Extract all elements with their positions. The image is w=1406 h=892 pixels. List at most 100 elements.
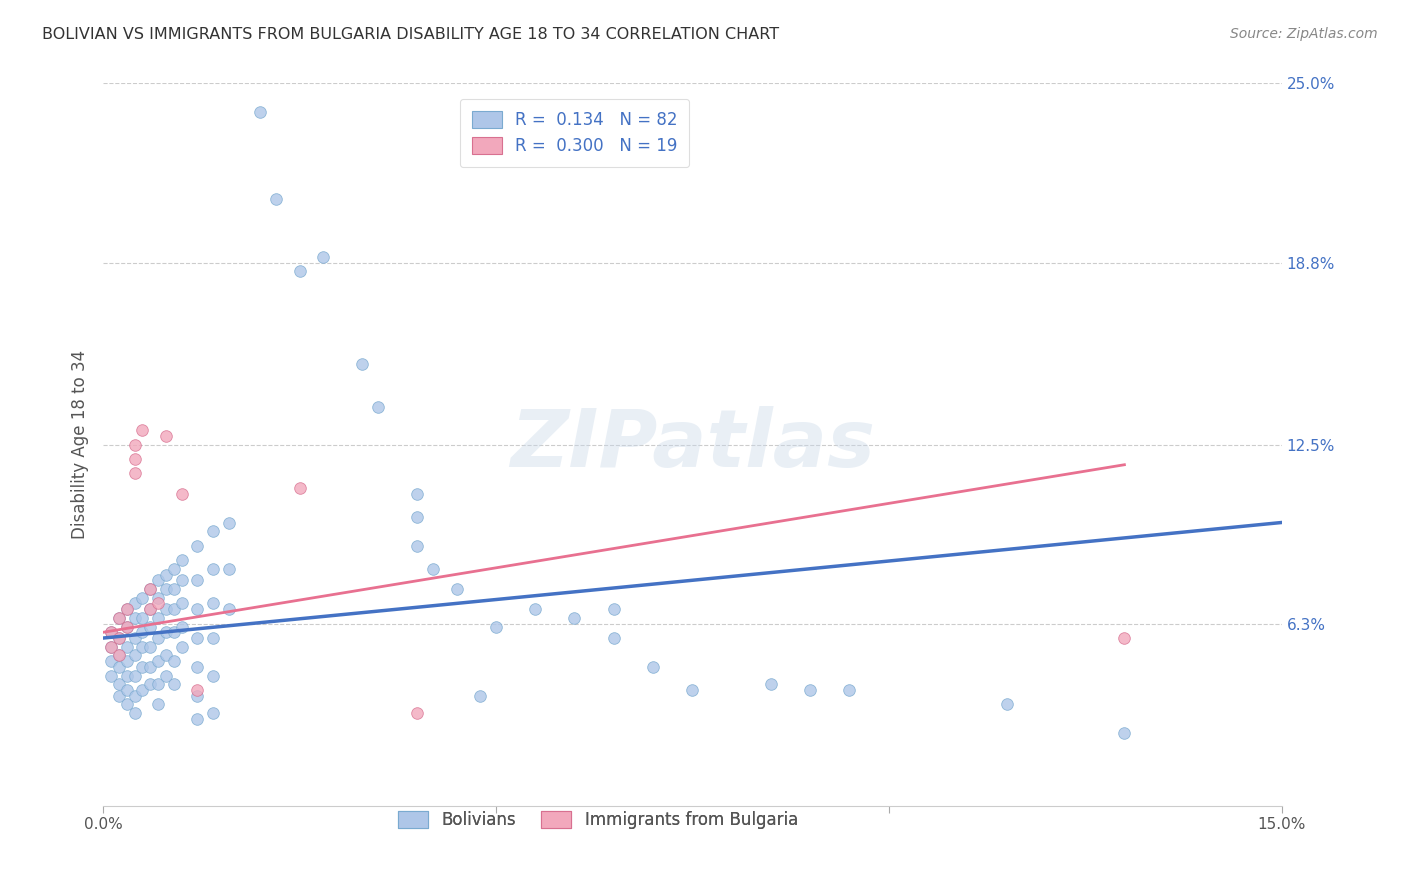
Point — [139, 619, 162, 633]
Point — [264, 192, 287, 206]
Point — [155, 625, 177, 640]
Point — [186, 631, 208, 645]
Point — [139, 677, 162, 691]
Point — [163, 582, 186, 596]
Point — [367, 400, 389, 414]
Point — [406, 539, 429, 553]
Point — [108, 660, 131, 674]
Point — [131, 640, 153, 654]
Point — [108, 631, 131, 645]
Legend: Bolivians, Immigrants from Bulgaria: Bolivians, Immigrants from Bulgaria — [387, 799, 810, 840]
Point — [115, 640, 138, 654]
Point — [312, 250, 335, 264]
Point — [146, 698, 169, 712]
Point — [799, 683, 821, 698]
Point — [108, 677, 131, 691]
Point — [470, 689, 492, 703]
Point — [131, 591, 153, 605]
Point — [202, 524, 225, 538]
Point — [406, 486, 429, 500]
Point — [146, 591, 169, 605]
Point — [124, 648, 146, 663]
Point — [131, 423, 153, 437]
Point — [124, 596, 146, 610]
Point — [202, 596, 225, 610]
Point — [115, 698, 138, 712]
Point — [202, 631, 225, 645]
Point — [249, 105, 271, 120]
Point — [139, 582, 162, 596]
Point — [155, 429, 177, 443]
Point — [170, 619, 193, 633]
Point — [155, 668, 177, 682]
Point — [186, 683, 208, 698]
Point — [139, 602, 162, 616]
Point — [100, 625, 122, 640]
Point — [186, 539, 208, 553]
Point — [218, 562, 240, 576]
Point — [170, 574, 193, 588]
Point — [202, 562, 225, 576]
Point — [100, 640, 122, 654]
Point — [131, 660, 153, 674]
Point — [115, 619, 138, 633]
Point — [524, 602, 547, 616]
Point — [131, 683, 153, 698]
Point — [124, 611, 146, 625]
Point — [115, 683, 138, 698]
Point — [146, 677, 169, 691]
Text: BOLIVIAN VS IMMIGRANTS FROM BULGARIA DISABILITY AGE 18 TO 34 CORRELATION CHART: BOLIVIAN VS IMMIGRANTS FROM BULGARIA DIS… — [42, 27, 779, 42]
Point — [139, 660, 162, 674]
Point — [995, 698, 1018, 712]
Point — [108, 631, 131, 645]
Point — [163, 654, 186, 668]
Point — [603, 631, 626, 645]
Point — [146, 574, 169, 588]
Y-axis label: Disability Age 18 to 34: Disability Age 18 to 34 — [72, 350, 89, 539]
Point — [139, 602, 162, 616]
Point — [186, 660, 208, 674]
Point — [100, 640, 122, 654]
Point — [155, 567, 177, 582]
Point — [163, 602, 186, 616]
Point — [422, 562, 444, 576]
Point — [603, 602, 626, 616]
Point — [838, 683, 860, 698]
Point — [218, 516, 240, 530]
Point — [108, 648, 131, 663]
Point — [139, 582, 162, 596]
Point — [564, 611, 586, 625]
Text: ZIPatlas: ZIPatlas — [510, 406, 875, 483]
Point — [170, 596, 193, 610]
Point — [406, 706, 429, 721]
Point — [100, 625, 122, 640]
Point — [124, 706, 146, 721]
Point — [170, 486, 193, 500]
Point — [146, 596, 169, 610]
Point — [115, 668, 138, 682]
Point — [202, 706, 225, 721]
Point — [163, 562, 186, 576]
Point — [163, 677, 186, 691]
Point — [139, 640, 162, 654]
Point — [108, 611, 131, 625]
Point — [288, 481, 311, 495]
Point — [170, 640, 193, 654]
Point — [186, 602, 208, 616]
Point — [186, 574, 208, 588]
Point — [446, 582, 468, 596]
Point — [485, 619, 508, 633]
Point — [124, 631, 146, 645]
Point — [115, 602, 138, 616]
Point — [108, 648, 131, 663]
Point — [288, 264, 311, 278]
Point — [1114, 631, 1136, 645]
Point — [100, 668, 122, 682]
Point — [146, 654, 169, 668]
Point — [124, 467, 146, 481]
Point — [186, 712, 208, 726]
Point — [124, 437, 146, 451]
Point — [115, 654, 138, 668]
Point — [352, 357, 374, 371]
Point — [124, 689, 146, 703]
